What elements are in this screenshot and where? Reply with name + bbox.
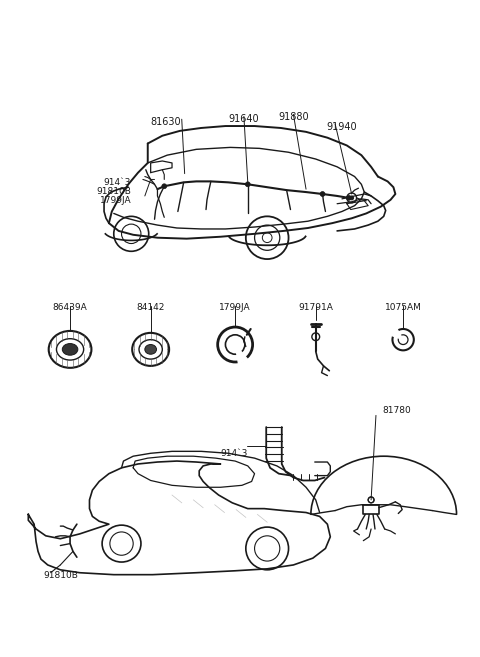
Text: 1799JA: 1799JA xyxy=(100,196,131,205)
Circle shape xyxy=(368,497,374,503)
Text: 914`3: 914`3 xyxy=(221,449,248,459)
Wedge shape xyxy=(235,344,248,363)
Text: 81630: 81630 xyxy=(150,118,180,127)
Text: 91880: 91880 xyxy=(278,112,309,122)
Ellipse shape xyxy=(62,344,78,355)
Text: 91810B: 91810B xyxy=(96,187,131,196)
Text: 84142: 84142 xyxy=(136,303,165,312)
Text: 91791A: 91791A xyxy=(298,303,333,312)
Text: 91940: 91940 xyxy=(327,122,357,132)
Ellipse shape xyxy=(145,344,156,354)
Text: 86439A: 86439A xyxy=(53,303,87,312)
Circle shape xyxy=(350,196,354,200)
Text: 91810B: 91810B xyxy=(44,571,79,579)
Wedge shape xyxy=(391,328,403,340)
Text: 91640: 91640 xyxy=(228,114,259,124)
Circle shape xyxy=(162,184,167,189)
Circle shape xyxy=(347,196,351,200)
Circle shape xyxy=(245,182,250,187)
Text: 81780: 81780 xyxy=(383,406,411,415)
Text: 914`3: 914`3 xyxy=(104,179,131,187)
Text: 1075AM: 1075AM xyxy=(384,303,421,312)
Text: 1799JA: 1799JA xyxy=(219,303,251,312)
Circle shape xyxy=(320,192,325,196)
